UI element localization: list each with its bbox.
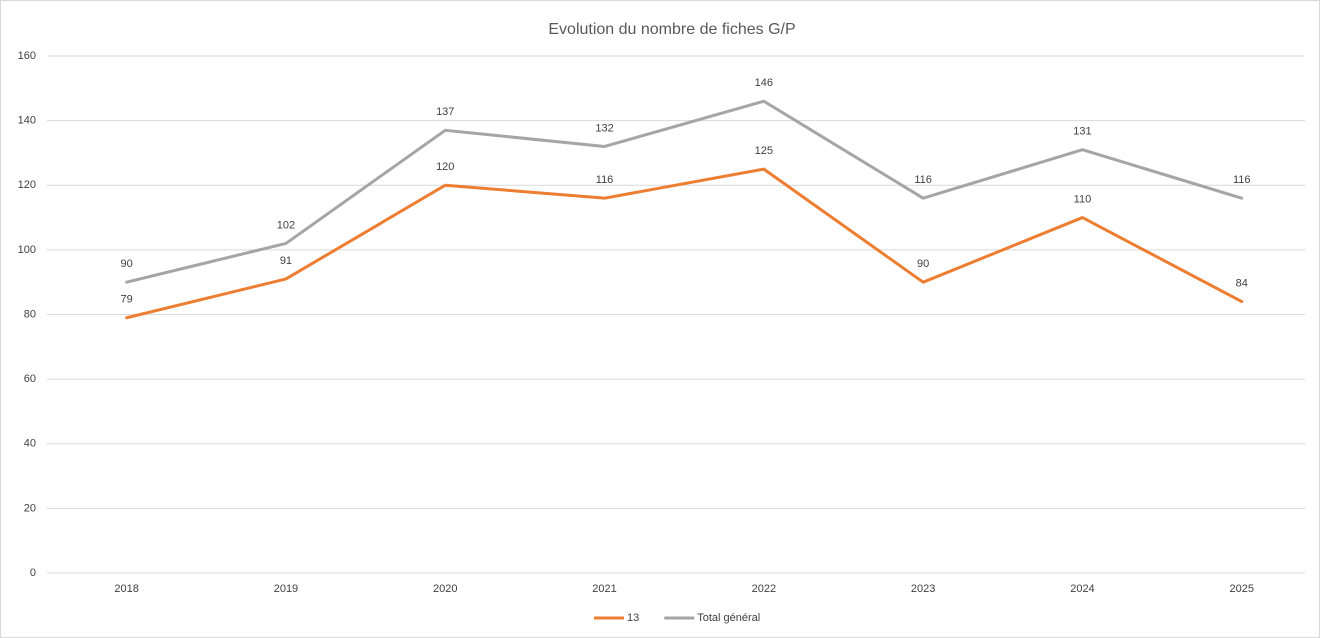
y-tick-label: 160 [18, 50, 36, 62]
chart-title: Evolution du nombre de fiches G/P [548, 21, 795, 38]
x-tick-label: 2023 [911, 583, 935, 595]
series-line [125, 167, 1244, 320]
y-tick-label: 40 [24, 438, 36, 450]
y-tick-label: 120 [18, 179, 36, 191]
y-tick-label: 20 [24, 502, 36, 514]
data-label: 90 [121, 258, 133, 270]
data-label: 132 [595, 122, 613, 134]
y-tick-label: 140 [18, 115, 36, 127]
data-label: 79 [121, 294, 133, 306]
data-label: 90 [917, 258, 929, 270]
data-label: 116 [914, 174, 932, 186]
x-tick-label: 2022 [752, 583, 776, 595]
x-tick-label: 2020 [433, 583, 457, 595]
data-label: 120 [436, 161, 454, 173]
data-label: 102 [277, 219, 295, 231]
data-label: 110 [1074, 193, 1092, 205]
legend-label: Total général [697, 612, 760, 624]
data-label: 91 [280, 255, 292, 267]
x-tick-label: 2024 [1070, 583, 1094, 595]
y-tick-label: 60 [24, 373, 36, 385]
data-label: 146 [755, 77, 773, 89]
x-tick-label: 2025 [1230, 583, 1254, 595]
data-label: 137 [436, 106, 454, 118]
data-label: 131 [1073, 126, 1091, 138]
data-label: 84 [1236, 277, 1248, 289]
data-label: 116 [596, 174, 614, 186]
legend-label: 13 [627, 612, 639, 624]
x-tick-label: 2021 [592, 583, 616, 595]
y-tick-label: 100 [18, 244, 36, 256]
data-label: 125 [755, 145, 773, 157]
y-tick-label: 0 [30, 567, 36, 579]
y-tick-label: 80 [24, 308, 36, 320]
series-line [125, 99, 1244, 284]
data-label: 116 [1233, 174, 1251, 186]
x-tick-label: 2019 [274, 583, 298, 595]
x-tick-label: 2018 [114, 583, 138, 595]
